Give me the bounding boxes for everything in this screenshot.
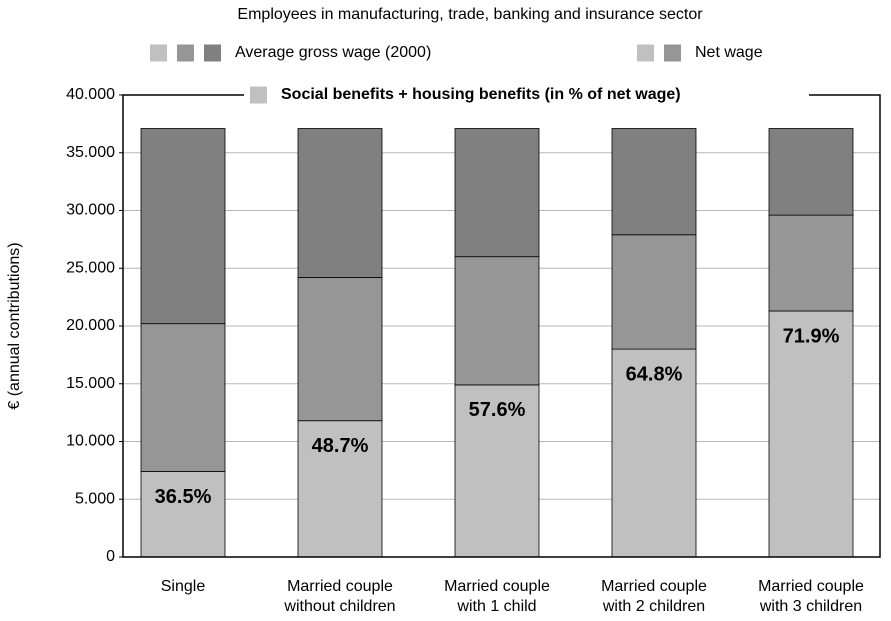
x-tick-label: Married couple xyxy=(287,578,393,595)
bar-segment xyxy=(768,310,854,558)
x-tick-label: Single xyxy=(161,578,206,595)
bar-segment xyxy=(768,128,854,216)
benefit-share-label: 48.7% xyxy=(312,435,369,457)
y-tick-label: 35.000 xyxy=(66,144,115,161)
x-tick-label: without children xyxy=(283,598,395,615)
legend-swatch xyxy=(250,86,267,104)
bar-segment xyxy=(768,214,854,312)
legend-swatch xyxy=(150,44,167,62)
bar-segment xyxy=(454,256,540,386)
x-tick-label: Married couple xyxy=(601,578,707,595)
legend-item: Net wage xyxy=(637,44,763,62)
legend-background xyxy=(244,83,809,107)
benefit-share-label: 71.9% xyxy=(783,325,840,347)
chart-title: Employees in manufacturing, trade, banki… xyxy=(237,6,703,23)
y-axis-title: € (annual contributions) xyxy=(6,242,23,409)
bar-segment xyxy=(140,471,226,558)
y-tick-label: 5.000 xyxy=(75,490,115,507)
bar-segment xyxy=(140,128,226,325)
legend-label: Average gross wage (2000) xyxy=(235,44,431,61)
x-tick-label: Married couple xyxy=(444,578,550,595)
y-tick-label: 15.000 xyxy=(66,375,115,392)
legend-item: Average gross wage (2000) xyxy=(150,44,431,62)
y-tick-label: 0 xyxy=(106,548,115,565)
legend-swatch xyxy=(204,44,221,62)
benefit-share-label: 64.8% xyxy=(626,363,683,385)
x-tick-label: with 3 children xyxy=(759,598,862,615)
legend-item: Social benefits + housing benefits (in %… xyxy=(244,83,809,107)
y-tick-label: 40.000 xyxy=(66,86,115,103)
bar-segment xyxy=(611,234,697,350)
x-tick-label: Married couple xyxy=(758,578,864,595)
benefit-share-label: 36.5% xyxy=(155,486,212,508)
bar-segment xyxy=(297,277,383,422)
bar-segment xyxy=(140,323,226,472)
bar-segment xyxy=(454,128,540,258)
y-tick-label: 10.000 xyxy=(66,433,115,450)
y-tick-label: 20.000 xyxy=(66,317,115,334)
legend-label: Net wage xyxy=(695,44,763,61)
legend-swatch xyxy=(664,44,681,62)
y-tick-label: 30.000 xyxy=(66,202,115,219)
benefit-share-label: 57.6% xyxy=(469,399,526,421)
x-tick-label: with 1 child xyxy=(456,598,536,615)
bar-segment xyxy=(611,128,697,236)
bar-segment xyxy=(297,128,383,278)
legend-swatch xyxy=(177,44,194,62)
y-tick-label: 25.000 xyxy=(66,259,115,276)
x-tick-label: with 2 children xyxy=(602,598,705,615)
legend-label: Social benefits + housing benefits (in %… xyxy=(281,86,681,103)
legend-swatch xyxy=(637,44,654,62)
